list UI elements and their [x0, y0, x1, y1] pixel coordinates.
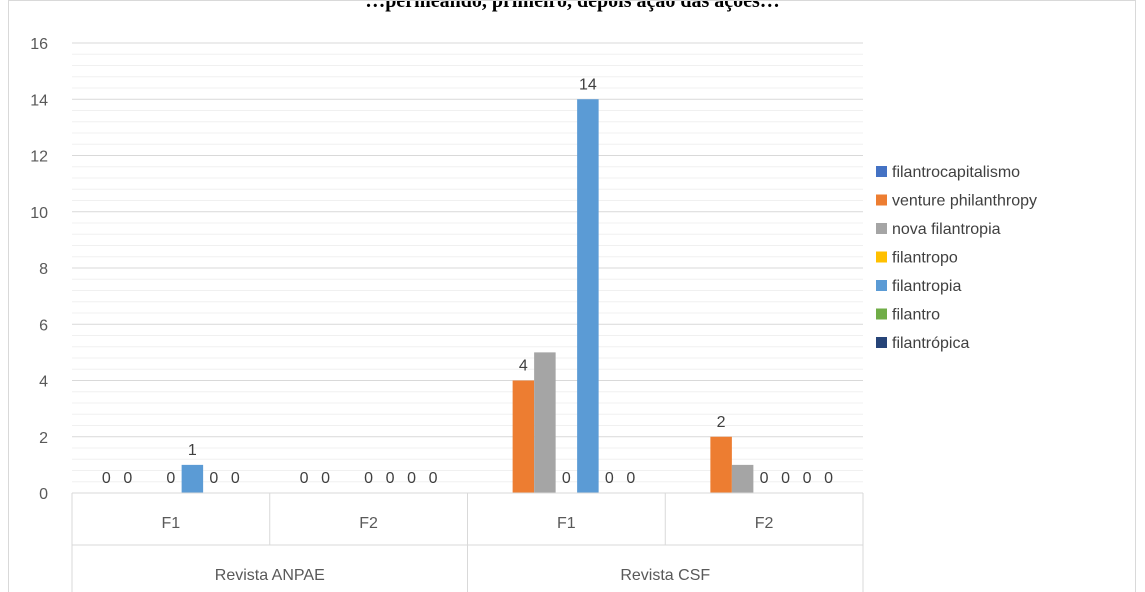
data-label: 0 — [300, 470, 309, 487]
legend-swatch — [876, 194, 887, 206]
x-group-label: Revista ANPAE — [215, 567, 325, 584]
data-label: 0 — [605, 470, 614, 487]
bar — [710, 436, 732, 493]
data-label: 0 — [364, 470, 373, 487]
x-group-label: Revista CSF — [620, 567, 710, 584]
data-label: 0 — [562, 470, 571, 487]
legend-swatch — [876, 280, 887, 291]
x-tick-label: F2 — [359, 515, 378, 532]
data-label: 0 — [321, 470, 330, 487]
y-tick-label: 4 — [39, 374, 48, 391]
data-label: 0 — [760, 470, 769, 487]
data-label: 0 — [824, 470, 833, 487]
y-tick-label: 10 — [30, 205, 48, 222]
data-label: 2 — [717, 414, 726, 431]
y-tick-label: 12 — [30, 149, 48, 166]
data-label: 0 — [407, 470, 416, 487]
legend-swatch — [876, 337, 887, 348]
legend-label: filantropia — [892, 278, 961, 295]
bar — [534, 352, 556, 493]
y-tick-label: 8 — [39, 261, 48, 278]
bar — [577, 99, 599, 493]
data-label: 1 — [188, 442, 197, 459]
data-label: 0 — [166, 470, 175, 487]
y-tick-label: 0 — [39, 486, 48, 503]
data-label: 0 — [209, 470, 218, 487]
y-tick-label: 2 — [39, 430, 48, 447]
legend-label: venture philanthropy — [892, 193, 1037, 210]
bar — [181, 464, 204, 493]
bar — [731, 464, 754, 493]
legend-label: filantro — [892, 307, 940, 324]
legend-swatch — [876, 251, 887, 263]
legend-label: filantrópica — [892, 335, 969, 352]
x-tick-label: F2 — [755, 515, 774, 532]
legend-swatch — [876, 166, 887, 177]
chart-frame — [8, 0, 1136, 592]
data-label: 0 — [781, 470, 790, 487]
data-label: 0 — [429, 470, 438, 487]
legend-label: nova filantropia — [892, 221, 1001, 238]
chart-title: …permeando, primeiro, depois ação das aç… — [365, 0, 780, 12]
data-label: 0 — [626, 470, 635, 487]
y-tick-label: 6 — [39, 317, 48, 334]
data-label: 14 — [579, 76, 597, 93]
data-label: 4 — [519, 358, 528, 375]
legend-label: filantrocapitalismo — [892, 164, 1020, 181]
legend-swatch — [876, 308, 887, 320]
legend-label: filantropo — [892, 250, 958, 267]
x-tick-label: F1 — [162, 515, 181, 532]
data-label: 0 — [803, 470, 812, 487]
data-label: 0 — [386, 470, 395, 487]
y-tick-label: 14 — [30, 92, 48, 109]
data-label: 0 — [123, 470, 132, 487]
data-label: 0 — [102, 470, 111, 487]
data-label: 0 — [231, 470, 240, 487]
legend-swatch — [876, 223, 887, 234]
y-tick-label: 16 — [30, 36, 48, 53]
bar — [512, 380, 535, 493]
x-tick-label: F1 — [557, 515, 576, 532]
